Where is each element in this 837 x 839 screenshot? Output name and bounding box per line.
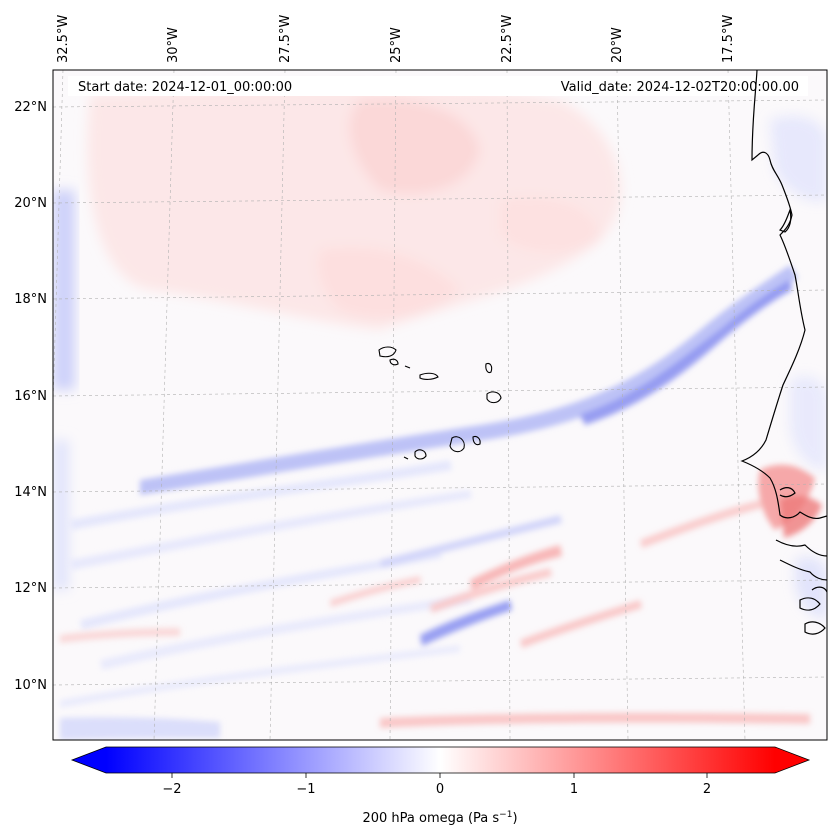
valid-date-label: Valid_date: 2024-12-02T20:00:00.00 bbox=[561, 80, 799, 95]
colorbar-outline bbox=[70, 746, 811, 774]
lon-label-25W: 25°W bbox=[389, 27, 404, 63]
gridline-lon-27.5 bbox=[269, 70, 286, 740]
coastline-africa bbox=[740, 70, 827, 635]
colorbar-extend-max bbox=[775, 747, 809, 773]
colorbar-tick-neg1: −1 bbox=[296, 782, 315, 797]
omega-field-southern-dipoles bbox=[60, 464, 822, 740]
island-boa-vista bbox=[486, 391, 502, 404]
lon-label-20W: 20°W bbox=[610, 27, 625, 63]
coastline-cape-verde bbox=[378, 346, 502, 460]
island-santiago bbox=[449, 436, 465, 453]
lat-label-16N: 16°N bbox=[14, 389, 47, 404]
island-sal bbox=[485, 362, 493, 374]
colorbar: −2 −1 0 1 2 200 hPa omega (Pa s−1) bbox=[70, 746, 811, 826]
omega-field-west-edge bbox=[53, 190, 75, 590]
colorbar-label: 200 hPa omega (Pa s−1) bbox=[362, 810, 517, 826]
omega-field-positive-north bbox=[87, 86, 621, 330]
gridline-lon-17.5 bbox=[727, 70, 746, 740]
map-panel bbox=[53, 70, 827, 740]
lon-label-27.5W: 27.5°W bbox=[278, 15, 293, 63]
colorbar-tick-neg2: −2 bbox=[162, 782, 181, 797]
colorbar-gradient bbox=[106, 747, 775, 773]
latitude-labels: 22°N 20°N 18°N 16°N 14°N 12°N 10°N bbox=[14, 100, 47, 693]
island-sao-nicolau bbox=[419, 372, 439, 380]
lat-label-20N: 20°N bbox=[14, 196, 47, 211]
gridline-lon-22.5 bbox=[506, 70, 511, 740]
lat-label-18N: 18°N bbox=[14, 292, 47, 307]
graticule bbox=[53, 70, 827, 740]
colorbar-tick-2: 2 bbox=[703, 782, 711, 797]
island-santa-luzia bbox=[404, 365, 411, 369]
island-santo-antao bbox=[378, 346, 397, 358]
start-date-label: Start date: 2024-12-01_00:00:00 bbox=[78, 80, 292, 95]
omega-field-negative-band bbox=[140, 265, 798, 495]
map-frame bbox=[52, 69, 828, 741]
colorbar-tick-0: 0 bbox=[436, 782, 444, 797]
island-sao-vicente bbox=[389, 358, 399, 366]
island-fogo bbox=[414, 449, 427, 460]
lon-label-30W: 30°W bbox=[166, 27, 181, 63]
colorbar-tick-1: 1 bbox=[570, 782, 578, 797]
lat-label-10N: 10°N bbox=[14, 678, 47, 693]
omega-field-east-coast bbox=[770, 116, 827, 620]
longitude-labels: 32.5°W 30°W 27.5°W 25°W 22.5°W 20°W 17.5… bbox=[56, 15, 736, 63]
lon-label-22.5W: 22.5°W bbox=[500, 15, 515, 63]
colorbar-ticks bbox=[171, 773, 708, 778]
gridline-lon-30 bbox=[153, 70, 175, 740]
lat-label-12N: 12°N bbox=[14, 581, 47, 596]
island-brava bbox=[403, 456, 409, 460]
lon-label-32.5W: 32.5°W bbox=[56, 15, 71, 63]
lat-label-14N: 14°N bbox=[14, 485, 47, 500]
island-maio bbox=[472, 435, 481, 446]
lon-label-17.5W: 17.5°W bbox=[721, 15, 736, 63]
gridline-lon-20 bbox=[616, 70, 629, 740]
title-box bbox=[68, 76, 808, 96]
lat-label-22N: 22°N bbox=[14, 100, 47, 115]
gridline-lon-25 bbox=[389, 70, 397, 740]
omega-field-streaks bbox=[60, 460, 562, 708]
colorbar-extend-min bbox=[72, 747, 106, 773]
